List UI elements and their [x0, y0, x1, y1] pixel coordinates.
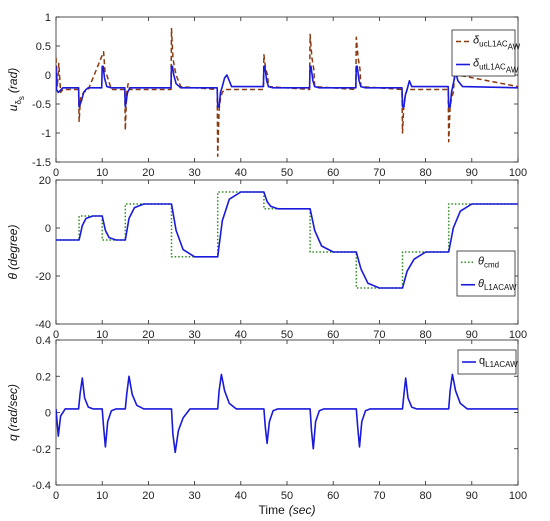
x-tick-label: 10	[96, 490, 108, 502]
x-tick-label: 40	[235, 329, 247, 341]
x-tick-label: 90	[466, 490, 478, 502]
legend-entry-symbol: q	[479, 355, 485, 367]
y-tick-label: 0.4	[36, 335, 51, 347]
x-tick-label: 90	[466, 329, 478, 341]
x-tick-label: 80	[419, 490, 431, 502]
x-tick-label: 60	[327, 329, 339, 341]
legend-box	[456, 250, 516, 297]
x-tick-label: 20	[142, 167, 154, 179]
x-tick-label: 100	[509, 167, 527, 179]
legend-entry-subscript: L1AC	[485, 360, 505, 369]
panel-pitch-angle: 0 10 20 30 40 50 60 70 80 90 100 -40 -20 0 20 θ (degree)…	[6, 175, 527, 341]
x-tick-label: 90	[466, 167, 478, 179]
x-tick-label: 60	[327, 490, 339, 502]
y-axis-label: q (rad/sec)	[6, 384, 20, 441]
y-tick-label: 1	[45, 12, 51, 24]
x-tick-label: 30	[188, 490, 200, 502]
x-tick-label: 70	[373, 167, 385, 179]
x-tick-label: 0	[53, 490, 59, 502]
legend-entry-subscript-3: AW	[506, 66, 519, 75]
legend-entry: qL1ACAW	[479, 355, 518, 369]
y-tick-label: -40	[35, 319, 51, 331]
y-axis-label-subsubscript: s	[17, 96, 26, 100]
x-tick-label: 0	[53, 167, 59, 179]
legend-entry-subscript-2: AW	[504, 283, 517, 292]
legend-entry-subscript-2: AW	[505, 360, 518, 369]
x-tick-label: 100	[509, 329, 527, 341]
panel-control-input: 0 10 20 30 40 50 60 70 80 90 100-1.5-1-0.500.51uδs…	[6, 12, 527, 179]
y-axis-label-unit: (rad/sec)	[6, 384, 20, 431]
y-axis-label-unit: (rad)	[6, 68, 20, 93]
y-axis-label: uδs (rad)	[6, 68, 26, 111]
legend-entry: δutL1ACAW	[473, 58, 519, 75]
legend-entry-subscript: ut	[479, 63, 486, 72]
x-tick-label: 40	[235, 167, 247, 179]
y-tick-label: 0	[45, 223, 51, 235]
y-tick-label: -1	[41, 128, 51, 140]
x-tick-label: 50	[281, 167, 293, 179]
y-tick-label: -0.4	[32, 480, 51, 492]
y-tick-label: -0.2	[32, 444, 51, 456]
x-tick-label: 100	[509, 490, 527, 502]
x-axis-label-unit: (sec)	[289, 503, 316, 517]
x-axis-label: Time (sec)	[259, 503, 316, 517]
y-axis-label-symbol: q	[6, 434, 20, 441]
y-tick-label: 0.5	[36, 41, 51, 53]
legend-entry: θL1ACAW	[478, 278, 517, 292]
legend-entry-subscript-2: L1AC	[488, 40, 508, 49]
x-tick-label: 30	[188, 167, 200, 179]
y-tick-label: 20	[39, 175, 51, 187]
y-axis-label: θ (degree)	[6, 225, 20, 280]
legend-entry-subscript: uc	[479, 40, 487, 49]
y-axis-label-unit: (degree)	[6, 225, 20, 270]
series-line-1	[56, 65, 518, 108]
y-tick-label: -0.5	[32, 99, 51, 111]
plot-area	[55, 339, 519, 486]
y-axis-label-symbol: u	[6, 104, 20, 111]
legend-entry-symbol: δ	[473, 58, 480, 70]
x-tick-label: 50	[281, 329, 293, 341]
y-tick-label: -1.5	[32, 157, 51, 169]
legend-entry-subscript-2: L1AC	[486, 63, 506, 72]
x-tick-label: 80	[419, 167, 431, 179]
legend-entry-subscript: L1AC	[484, 283, 504, 292]
x-tick-label: 70	[373, 490, 385, 502]
legend-entry-subscript: cmd	[484, 260, 499, 269]
legend-entry-symbol: θ	[478, 255, 484, 267]
x-tick-label: 50	[281, 490, 293, 502]
x-tick-label: 20	[142, 329, 154, 341]
legend-box	[451, 29, 516, 77]
plot-area	[55, 16, 519, 163]
y-axis-label-symbol: θ	[6, 272, 20, 279]
x-tick-label: 40	[235, 490, 247, 502]
y-tick-label: 0.2	[36, 371, 51, 383]
x-axis-label-text: Time	[259, 503, 286, 517]
legend-entry-symbol: δ	[473, 35, 480, 47]
legend-entry: θcmd	[478, 255, 499, 269]
y-tick-label: 0	[45, 408, 51, 420]
panel-pitch-rate: 0 10 20 30 40 50 60 70 80 90 100 -0.4 -0.2 0 0.2 0.4 q (r…	[6, 335, 527, 517]
x-tick-label: 30	[188, 329, 200, 341]
x-tick-label: 0	[53, 329, 59, 341]
x-tick-label: 10	[96, 329, 108, 341]
legend: qL1ACAW	[457, 349, 518, 375]
legend-entry-subscript-3: AW	[508, 43, 521, 52]
x-tick-label: 60	[327, 167, 339, 179]
y-tick-label: 0	[45, 70, 51, 82]
x-tick-label: 10	[96, 167, 108, 179]
series-line-0	[56, 373, 518, 454]
x-tick-label: 80	[419, 329, 431, 341]
legend-entry-symbol: θ	[478, 278, 484, 290]
legend-entry: δucL1ACAW	[473, 35, 521, 52]
series-line-1	[56, 191, 518, 289]
y-tick-label: -20	[35, 271, 51, 283]
y-axis-label-subscript: δ	[14, 100, 23, 105]
x-tick-label: 70	[373, 329, 385, 341]
x-tick-label: 20	[142, 490, 154, 502]
